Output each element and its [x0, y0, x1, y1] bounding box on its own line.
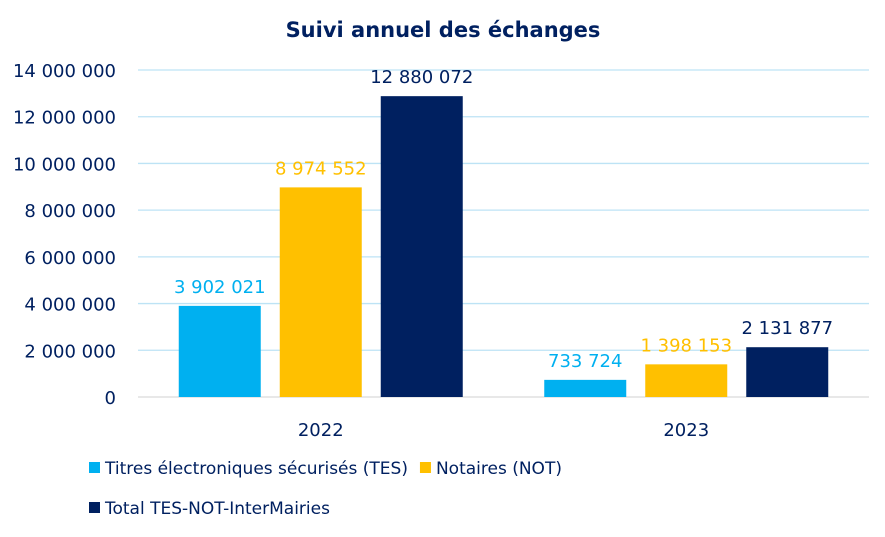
data-label: 733 724: [548, 351, 622, 372]
data-label: 1 398 153: [640, 335, 732, 356]
y-tick-label: 10 000 000: [13, 154, 116, 175]
data-label: 3 902 021: [174, 277, 266, 298]
y-tick-label: 4 000 000: [24, 295, 116, 316]
y-tick-label: 14 000 000: [13, 61, 116, 82]
bar: [279, 187, 362, 397]
data-label: 8 974 552: [275, 158, 367, 179]
bar: [645, 364, 728, 397]
y-tick-label: 2 000 000: [24, 341, 116, 362]
data-labels: 3 902 021 8 974 552 12 880 072 733 724 1 398…: [174, 67, 833, 372]
chart-title: Suivi annuel des échanges: [286, 18, 601, 42]
y-tick-label: 0: [105, 388, 116, 409]
bar: [544, 379, 627, 397]
legend-label: Titres électroniques sécurisés (TES): [104, 459, 408, 479]
bar: [178, 305, 261, 397]
bars: [178, 96, 829, 397]
data-label: 2 131 877: [741, 318, 833, 339]
bar: [380, 96, 463, 397]
legend-swatch: [89, 462, 100, 473]
legend-label: Total TES-NOT-InterMairies: [104, 499, 330, 519]
x-tick-label: 2022: [298, 420, 344, 441]
x-axis-ticks: 2022 2023: [298, 420, 709, 441]
data-label: 12 880 072: [370, 67, 473, 88]
y-axis-ticks: 0 2 000 000 4 000 000 6 000 000 8 000 000 10 …: [13, 61, 116, 409]
y-tick-label: 12 000 000: [13, 108, 116, 129]
legend-swatch: [89, 502, 100, 513]
y-tick-label: 8 000 000: [24, 201, 116, 222]
x-tick-label: 2023: [663, 420, 709, 441]
y-tick-label: 6 000 000: [24, 248, 116, 269]
legend-swatch: [419, 462, 431, 473]
legend: Titres électroniques sécurisés (TES) Nota…: [89, 459, 562, 519]
legend-label: Notaires (NOT): [436, 459, 562, 479]
bar: [746, 347, 829, 397]
